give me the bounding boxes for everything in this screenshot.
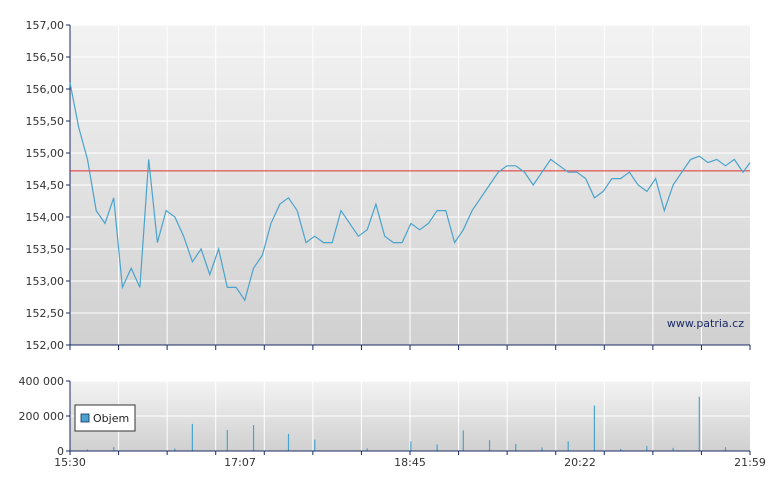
price-y-tick-label: 154,00 xyxy=(26,211,65,224)
legend-swatch xyxy=(80,413,90,423)
x-tick-label: 18:45 xyxy=(394,456,426,469)
price-y-tick-label: 157,00 xyxy=(26,19,65,32)
x-tick-label: 21:59 xyxy=(734,456,766,469)
price-y-tick-label: 152,00 xyxy=(26,339,65,352)
legend-label: Objem xyxy=(93,412,129,425)
volume-y-tick-label: 400 000 xyxy=(19,375,65,388)
volume-bars xyxy=(86,396,727,451)
price-y-tick-label: 153,50 xyxy=(26,243,65,256)
price-x-ticks xyxy=(69,345,751,350)
volume-x-axis: 15:30 17:07 18:45 20:22 21:59 xyxy=(54,451,766,469)
price-y-tick-label: 156,50 xyxy=(26,51,65,64)
price-y-tick-label: 152,50 xyxy=(26,307,65,320)
x-tick-label: 15:30 xyxy=(54,456,86,469)
price-series-line xyxy=(69,82,751,302)
price-y-tick-label: 156,00 xyxy=(26,83,65,96)
volume-y-tick-label: 0 xyxy=(57,445,64,458)
x-tick-label: 20:22 xyxy=(564,456,596,469)
volume-y-axis: 400 000 200 000 0 xyxy=(19,375,70,458)
price-y-tick-label: 154,50 xyxy=(26,179,65,192)
price-y-tick-label: 153,00 xyxy=(26,275,65,288)
price-y-tick-label: 155,00 xyxy=(26,147,65,160)
price-y-tick-label: 155,50 xyxy=(26,115,65,128)
volume-legend: Objem xyxy=(74,404,136,432)
price-y-axis: 157,00 156,50 156,00 155,50 155,00 154,50 154,… xyxy=(26,19,70,352)
volume-y-tick-label: 200 000 xyxy=(19,410,65,423)
volume-grid xyxy=(70,380,750,452)
x-tick-label: 17:07 xyxy=(224,456,256,469)
watermark: www.patria.cz xyxy=(667,317,744,330)
